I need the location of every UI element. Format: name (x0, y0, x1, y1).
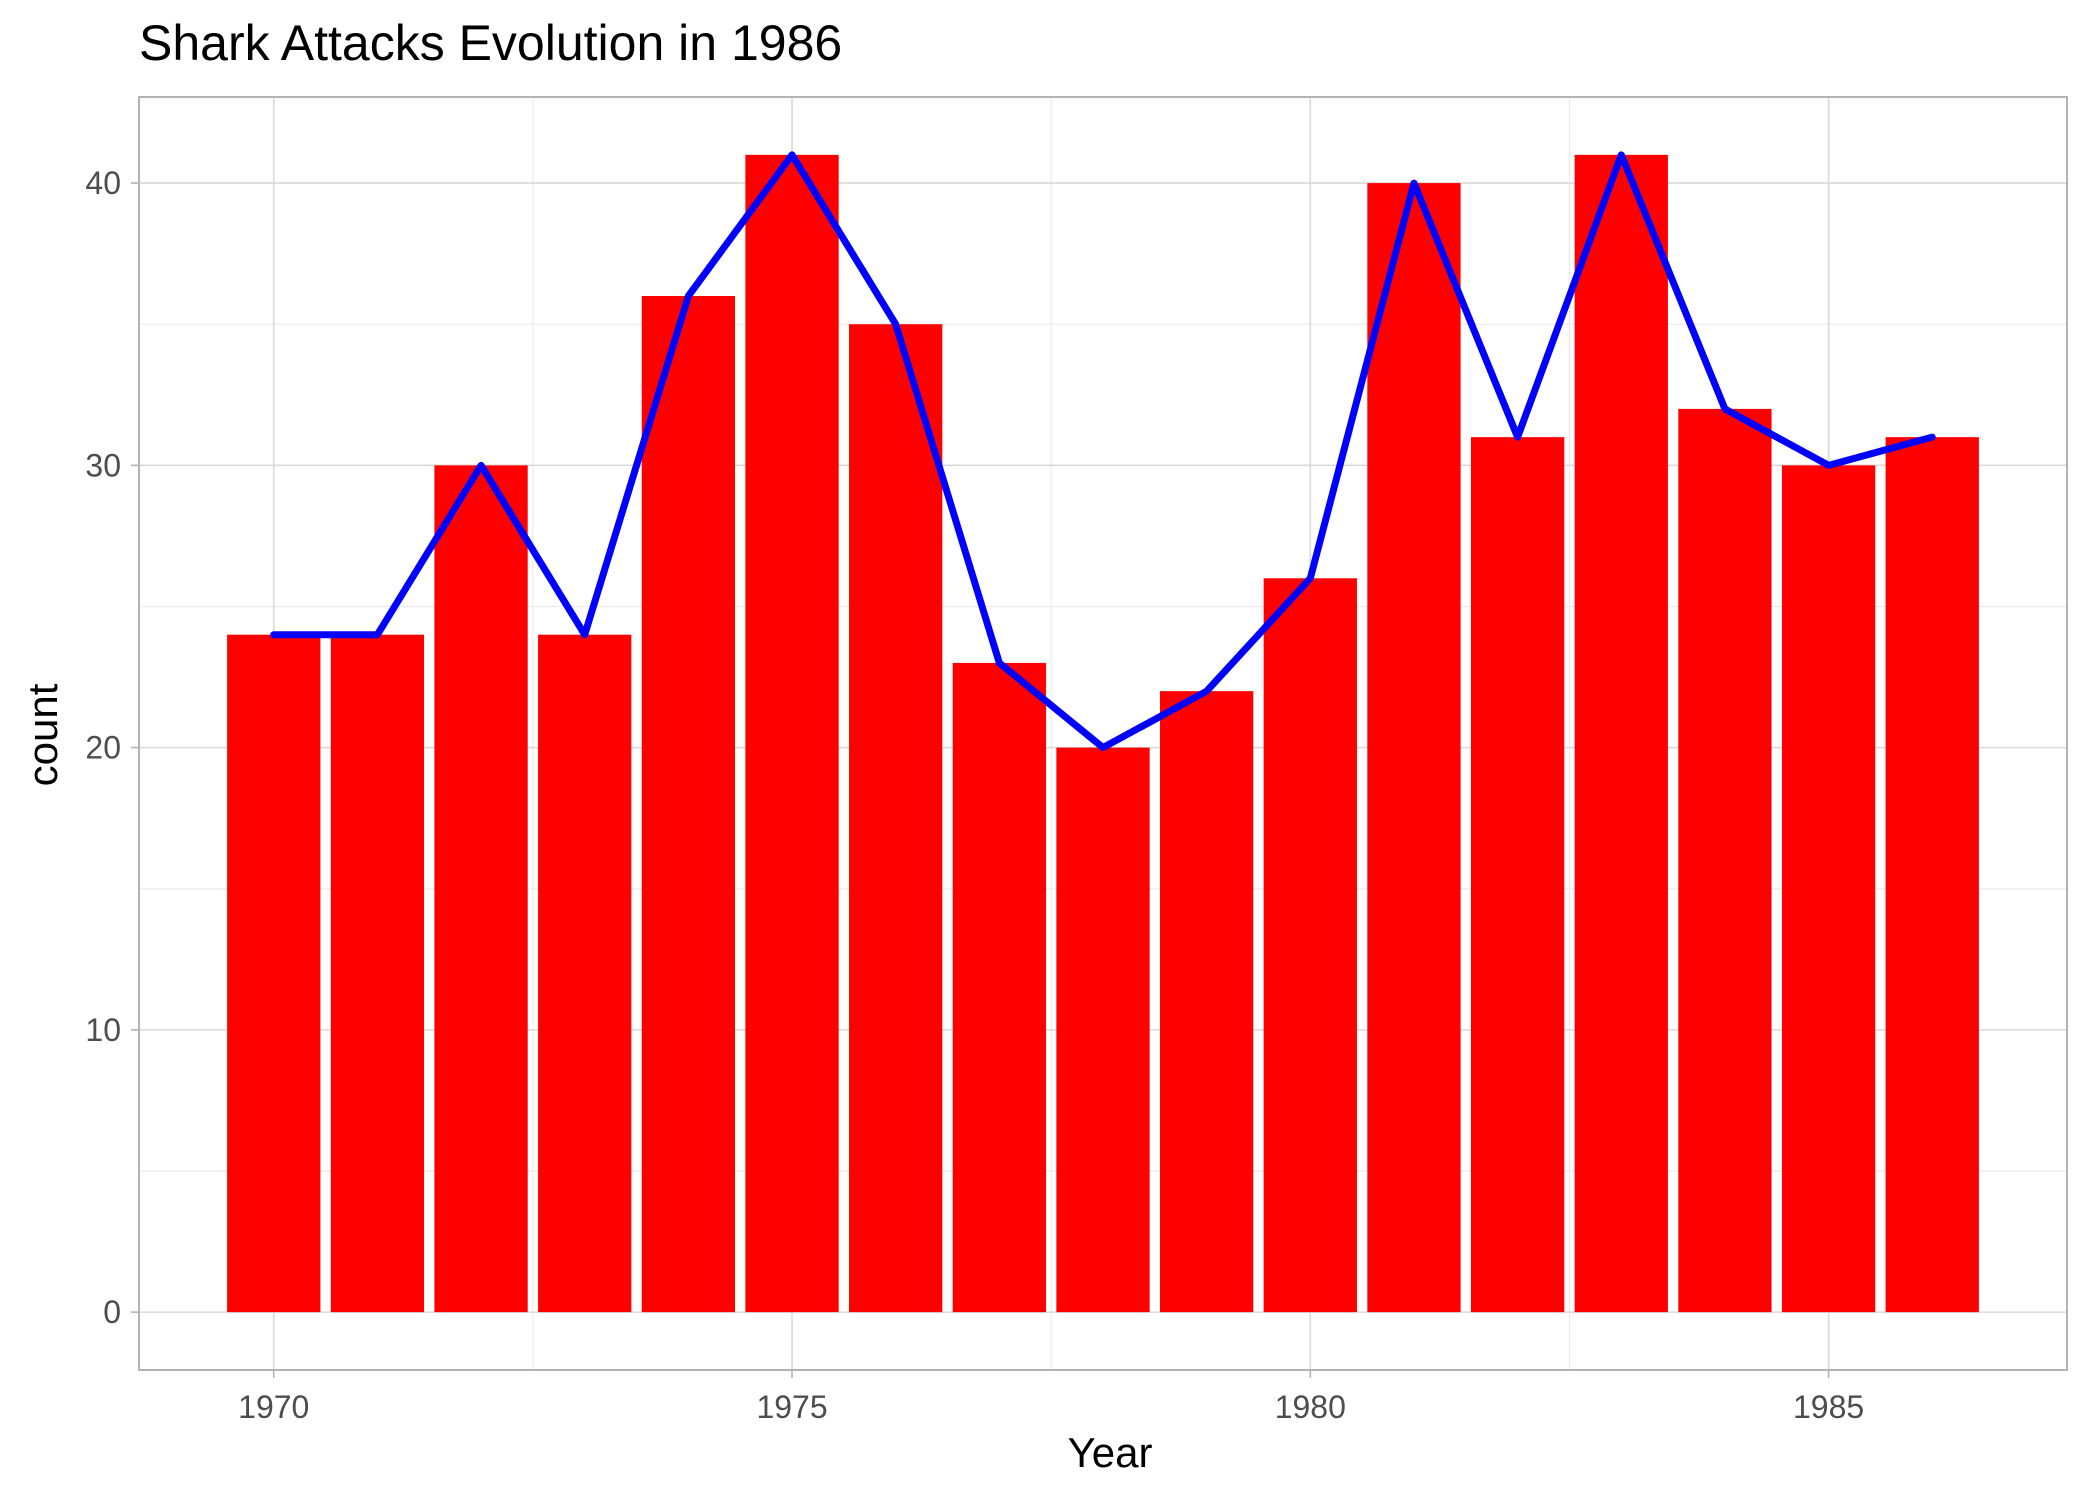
y-tick-label: 0 (103, 1294, 121, 1330)
bar-1972 (434, 465, 528, 1313)
x-tick-label: 1975 (756, 1389, 827, 1425)
y-tick-label: 40 (85, 165, 121, 201)
bar-1982 (1470, 437, 1565, 1313)
bar-1970 (227, 634, 321, 1313)
bar-1981 (1367, 183, 1461, 1313)
bar-1983 (1574, 154, 1668, 1313)
bar-1975 (745, 154, 839, 1313)
bar-1980 (1263, 578, 1357, 1313)
chart-title: Shark Attacks Evolution in 1986 (139, 15, 842, 71)
bar-1974 (641, 295, 736, 1313)
bar-1978 (1056, 747, 1150, 1313)
bars (227, 154, 1979, 1313)
bar-1979 (1160, 691, 1254, 1313)
bar-1973 (538, 634, 632, 1313)
y-axis-title: count (19, 683, 66, 786)
plot-panel-border (138, 96, 2068, 1371)
x-tick-label: 1980 (1275, 1389, 1346, 1425)
trend-line (270, 151, 1936, 752)
bar-1977 (952, 662, 1046, 1313)
bar-1985 (1781, 465, 1876, 1313)
x-axis-ticks: 1970 1975 1980 1985 (238, 1370, 1864, 1425)
y-tick-label: 10 (85, 1012, 121, 1048)
y-tick-label: 30 (85, 447, 121, 483)
bar-1971 (330, 634, 425, 1313)
y-axis-ticks: 0 10 20 30 40 (85, 165, 139, 1330)
x-axis-title: Year (1068, 1429, 1153, 1476)
y-tick-label: 20 (85, 730, 121, 766)
x-tick-label: 1985 (1793, 1389, 1864, 1425)
bar-1986 (1885, 437, 1979, 1313)
x-tick-label: 1970 (238, 1389, 309, 1425)
bar-1984 (1678, 408, 1772, 1313)
series-line (270, 151, 1936, 752)
bar-1976 (849, 324, 943, 1313)
